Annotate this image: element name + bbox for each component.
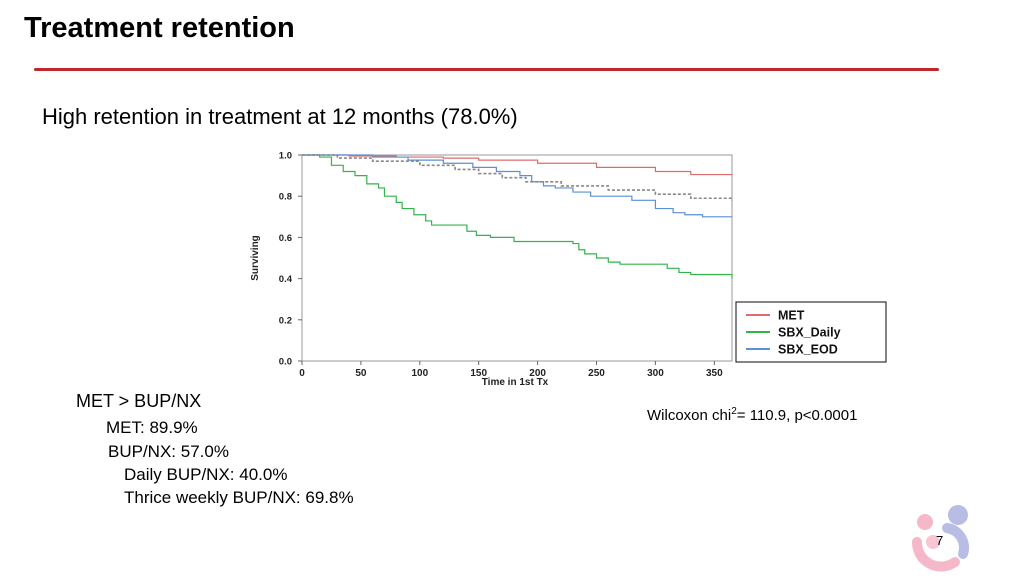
y-tick-label: 0.0 xyxy=(279,357,292,368)
title-divider xyxy=(34,68,939,71)
series-line-met xyxy=(302,154,733,176)
stat-thrice: Thrice weekly BUP/NX: 69.8% xyxy=(124,488,354,507)
stat-daily: Daily BUP/NX: 40.0% xyxy=(124,465,288,484)
y-axis-label: Surviving xyxy=(250,235,261,281)
survival-chart: 0 50 100 150 200 250 300 350 0.0 0.2 0.4 0.6 0.8 1.0 T… xyxy=(250,151,887,388)
slide-title: Treatment retention xyxy=(24,12,295,44)
organization-logo-icon xyxy=(911,505,969,572)
wilcoxon-prefix: Wilcoxon chi xyxy=(647,407,732,424)
x-tick-label: 150 xyxy=(470,368,487,379)
slide-subtitle: High retention in treatment at 12 months… xyxy=(42,104,518,129)
y-tick-label: 0.4 xyxy=(279,274,293,285)
y-tick-label: 1.0 xyxy=(279,151,292,162)
legend-label: MET xyxy=(778,309,805,323)
legend-label: SBX_EOD xyxy=(778,343,838,357)
legend-label: SBX_Daily xyxy=(778,326,841,340)
x-tick-label: 250 xyxy=(588,368,605,379)
legend-box xyxy=(735,301,887,363)
x-axis-label: Time in 1st Tx xyxy=(482,377,549,388)
stats-heading: MET > BUP/NX xyxy=(76,391,202,411)
x-tick-label: 300 xyxy=(647,368,664,379)
x-tick-label: 50 xyxy=(355,368,367,379)
wilcoxon-stat: Wilcoxon chi2= 110.9, p<0.0001 xyxy=(647,406,857,424)
wilcoxon-suffix: = 110.9, p<0.0001 xyxy=(736,407,858,424)
plot-frame xyxy=(301,154,733,362)
y-tick-label: 0.8 xyxy=(279,192,292,203)
wilcoxon-sup: 2 xyxy=(731,406,737,417)
x-tick-label: 200 xyxy=(529,368,546,379)
x-tick-label: 0 xyxy=(299,368,305,379)
stat-met: MET: 89.9% xyxy=(106,418,198,437)
y-tick-label: 0.6 xyxy=(279,233,292,244)
x-tick-label: 100 xyxy=(411,368,428,379)
series-line-overall xyxy=(302,154,733,201)
page-number: 7 xyxy=(936,533,944,548)
series-line-sbx-eod xyxy=(302,154,732,218)
stat-bupnx: BUP/NX: 57.0% xyxy=(108,442,229,461)
y-tick-label: 0.2 xyxy=(279,315,292,326)
x-tick-label: 350 xyxy=(706,368,723,379)
series-line-sbx-daily xyxy=(302,154,733,279)
